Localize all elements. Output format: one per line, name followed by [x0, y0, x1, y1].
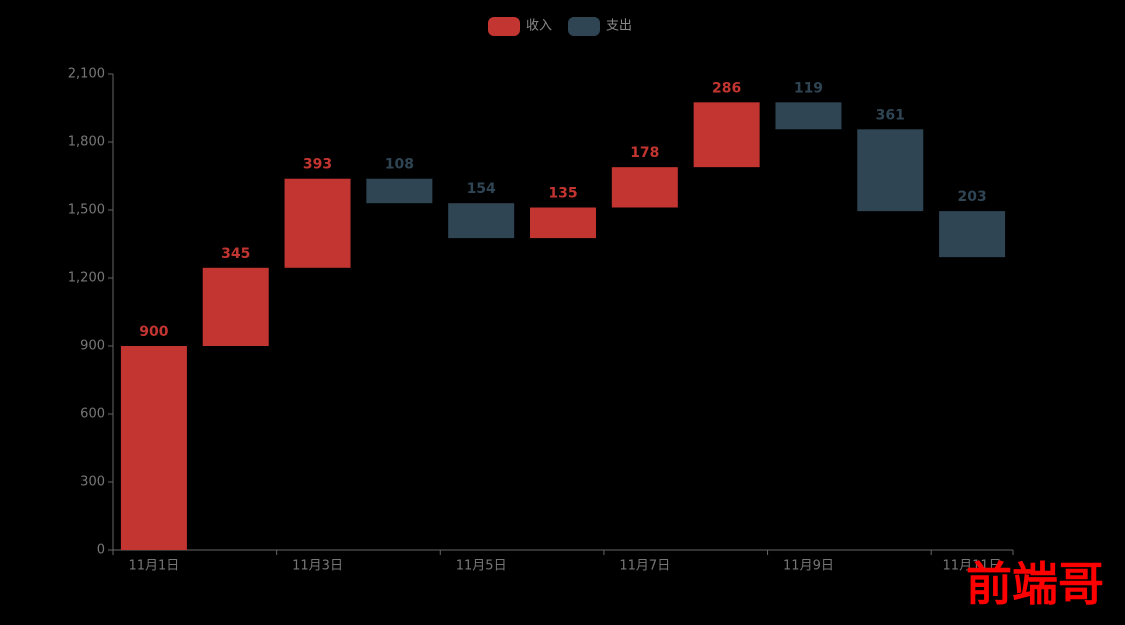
bar	[775, 102, 842, 130]
legend-swatch	[568, 17, 600, 36]
value-label: 203	[957, 189, 986, 205]
value-label: 119	[794, 80, 823, 96]
y-tick-label: 300	[80, 475, 105, 490]
value-label: 361	[876, 107, 905, 123]
y-tick-label: 1,800	[68, 135, 105, 150]
bar	[693, 102, 760, 168]
x-tick-label: 11月7日	[619, 559, 670, 574]
bar	[120, 346, 187, 550]
value-label: 178	[630, 145, 659, 161]
legend-label: 收入	[526, 19, 552, 34]
y-tick-label: 900	[80, 339, 105, 354]
value-label: 108	[385, 157, 414, 173]
y-tick-label: 0	[97, 543, 105, 558]
bar	[202, 267, 269, 346]
value-label: 393	[303, 157, 332, 173]
x-tick-label: 11月3日	[292, 559, 343, 574]
bar	[939, 211, 1006, 258]
value-label: 900	[139, 324, 168, 340]
y-tick-label: 600	[80, 407, 105, 422]
bar	[448, 203, 515, 239]
legend-label: 支出	[606, 19, 632, 34]
bar	[284, 178, 351, 268]
value-label: 345	[221, 246, 250, 262]
x-tick-label: 11月5日	[456, 559, 507, 574]
legend-swatch	[488, 17, 520, 36]
bar	[530, 207, 596, 239]
bar	[611, 167, 678, 208]
x-tick-label: 11月9日	[783, 559, 834, 574]
bar	[857, 129, 924, 212]
x-tick-label: 11月1日	[128, 559, 179, 574]
bar	[366, 178, 433, 204]
x-tick-label: 11月11日	[943, 559, 1002, 574]
value-label: 286	[712, 80, 741, 96]
value-label: 135	[548, 186, 577, 202]
y-tick-label: 2,100	[68, 67, 105, 82]
y-tick-label: 1,200	[68, 271, 105, 286]
y-tick-label: 1,500	[68, 203, 105, 218]
value-label: 154	[467, 181, 496, 197]
watermark: 前端哥	[966, 557, 1104, 611]
